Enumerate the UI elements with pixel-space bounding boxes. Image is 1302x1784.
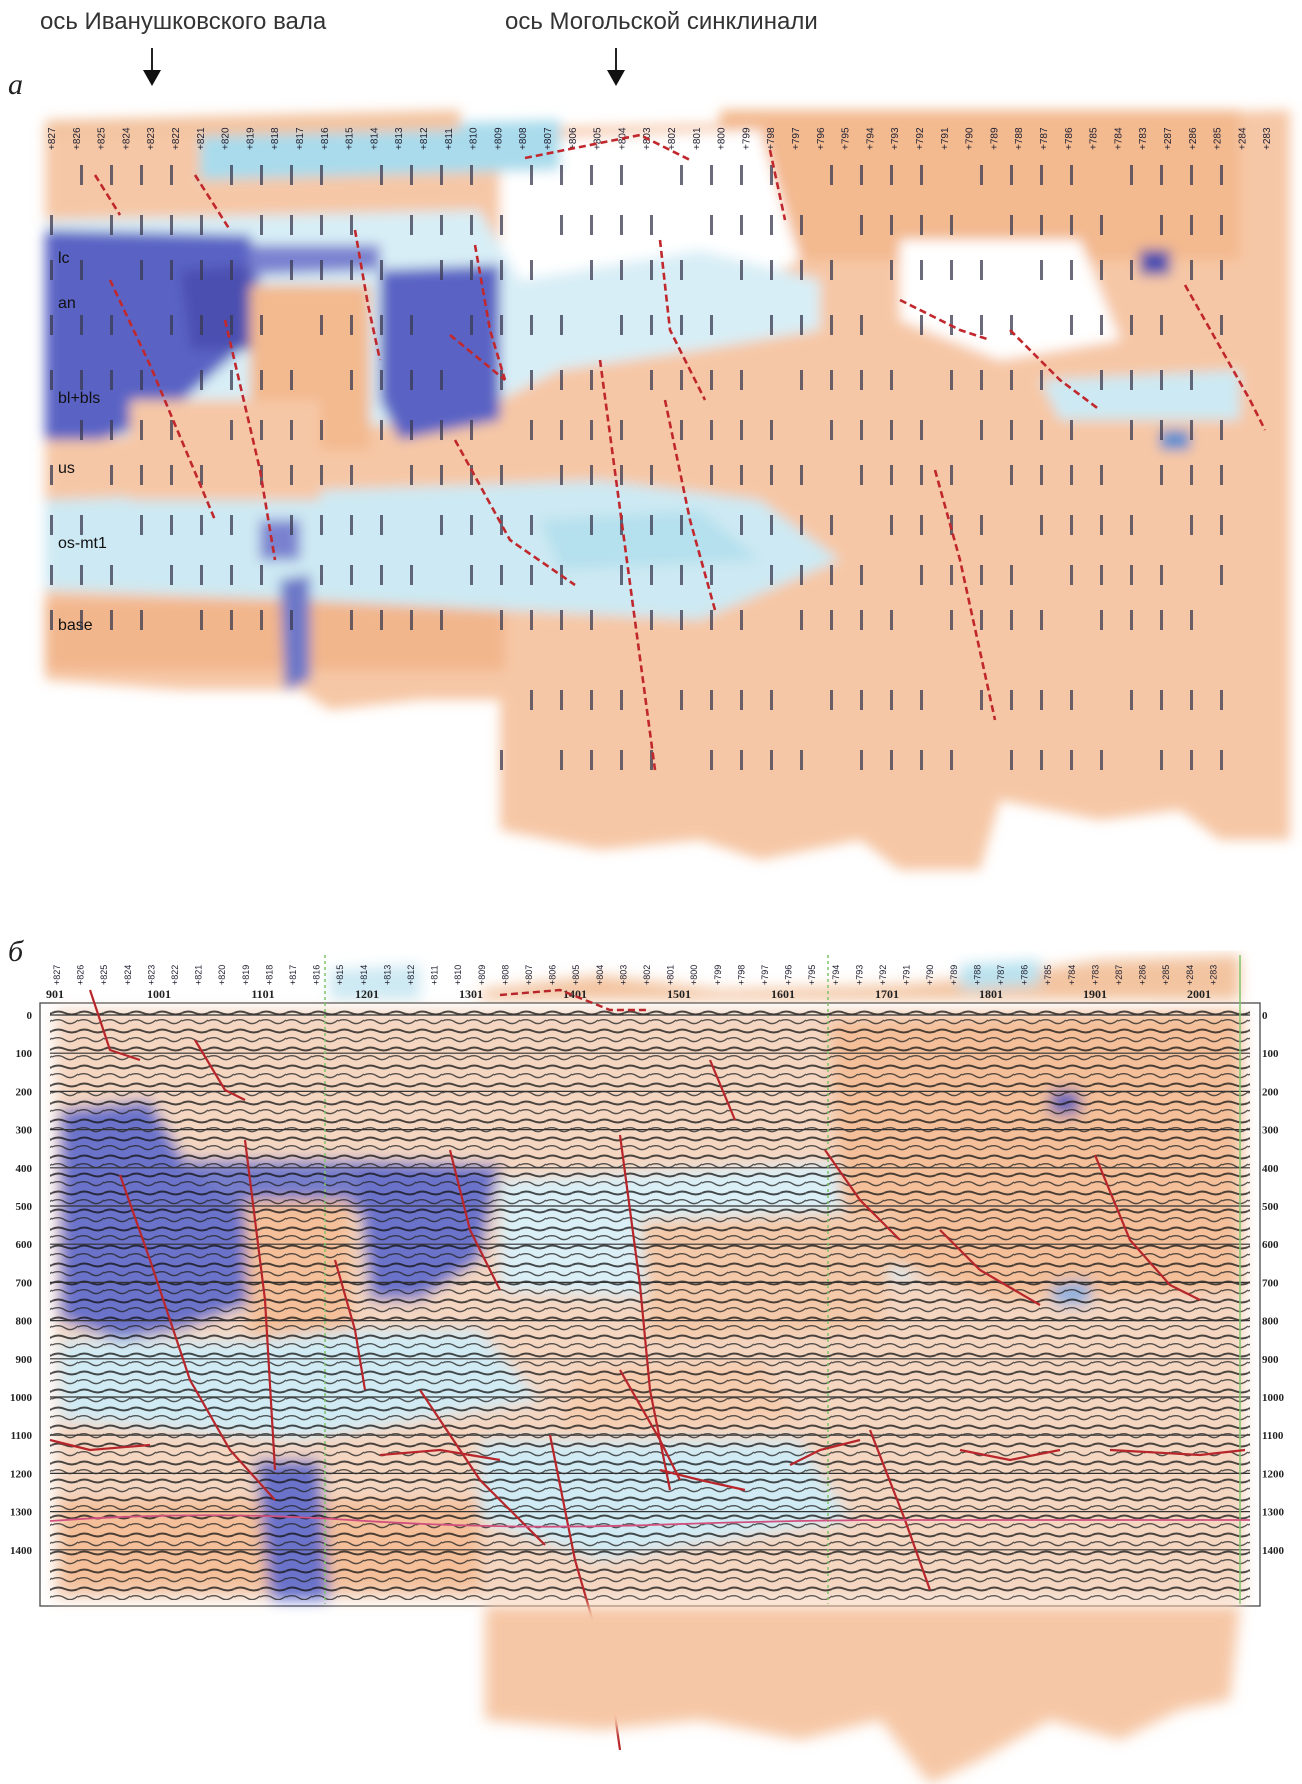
depth-label: 700 [16,1277,33,1289]
trace-label: 901 [46,987,64,1001]
depth-label: 400 [1262,1163,1279,1175]
depth-label: 600 [16,1239,33,1251]
trace-label: 1901 [1083,987,1107,1001]
depth-label: 0 [27,1010,33,1022]
depth-label: 1100 [11,1430,33,1442]
station-label: +787 [996,965,1006,985]
trace-label: 1101 [251,987,274,1001]
depth-label: 100 [1262,1048,1279,1060]
station-label: +285 [1161,965,1171,985]
station-label: +286 [1138,965,1148,985]
station-label: +814 [359,965,369,985]
depth-label: 1000 [1262,1392,1285,1404]
station-label: +827 [52,965,62,985]
station-label: +826 [76,965,86,985]
depth-label: 1200 [1262,1468,1285,1480]
trace-label: 1601 [771,987,795,1001]
station-label: +801 [666,965,676,985]
station-label: +811 [430,965,440,985]
station-label: +784 [1067,965,1077,985]
depth-label: 500 [1262,1201,1279,1213]
station-label: +819 [241,965,251,985]
station-label: +815 [335,965,345,985]
station-label: +824 [123,965,133,985]
station-label: +809 [477,965,487,985]
station-label: +788 [972,965,982,985]
depth-label: 400 [16,1163,33,1175]
station-label: +786 [1020,965,1030,985]
station-label: +793 [854,965,864,985]
depth-axis-right: 0 100 200 300 400 500 600 700 800 900 1000 1100 1200… [1262,1010,1285,1557]
station-label: +799 [713,965,723,985]
depth-label: 200 [1262,1086,1279,1098]
depth-label: 0 [1262,1010,1268,1022]
trace-label: 1201 [355,987,379,1001]
depth-axis-left: 0 100 200 300 400 500 600 700 800 900 1000 1100 1200… [10,1010,33,1557]
station-label: +816 [312,965,322,985]
station-label: +785 [1043,965,1053,985]
trace-label: 2001 [1187,987,1211,1001]
station-label: +797 [760,965,770,985]
station-label: +800 [689,965,699,985]
station-label: +790 [925,965,935,985]
station-label: +807 [524,965,534,985]
depth-label: 300 [16,1125,33,1137]
depth-label: 800 [1262,1316,1279,1328]
depth-label: 1100 [1262,1430,1284,1442]
depth-label: 1400 [10,1545,33,1557]
station-label: +821 [194,965,204,985]
station-label: +794 [831,965,841,985]
station-label: +804 [595,965,605,985]
station-label: +812 [406,965,416,985]
trace-label: 1401 [563,987,587,1001]
station-label: +789 [949,965,959,985]
trace-label: 1301 [459,987,483,1001]
station-label: +823 [146,965,156,985]
station-label: +806 [548,965,558,985]
depth-label: 200 [16,1086,33,1098]
station-label: +795 [807,965,817,985]
trace-label: 1701 [875,987,899,1001]
depth-label: 1300 [10,1507,33,1519]
depth-label: 600 [1262,1239,1279,1251]
station-label: +805 [571,965,581,985]
station-label: +802 [642,965,652,985]
station-label: +820 [217,965,227,985]
station-label: +810 [453,965,463,985]
depth-label: 900 [16,1354,33,1366]
depth-label: 900 [1262,1354,1279,1366]
station-label: +792 [878,965,888,985]
station-label: +783 [1090,965,1100,985]
depth-label: 800 [16,1316,33,1328]
trace-label: 1801 [979,987,1003,1001]
depth-label: 1400 [1262,1545,1285,1557]
trace-label: 1501 [667,987,691,1001]
depth-label: 1000 [10,1392,33,1404]
station-label: +818 [264,965,274,985]
depth-label: 300 [1262,1125,1279,1137]
depth-label: 500 [16,1201,33,1213]
station-label: +283 [1208,965,1218,985]
station-label: +287 [1114,965,1124,985]
depth-label: 700 [1262,1277,1279,1289]
depth-label: 100 [16,1048,33,1060]
station-label: +803 [618,965,628,985]
station-label: +817 [288,965,298,985]
station-label: +822 [170,965,180,985]
depth-label: 1200 [10,1468,33,1480]
station-label: +825 [99,965,109,985]
station-label: +808 [500,965,510,985]
station-label: +796 [784,965,794,985]
station-label: +798 [736,965,746,985]
station-label: +791 [902,965,912,985]
depth-label: 1300 [1262,1507,1285,1519]
station-label: +284 [1185,965,1195,985]
trace-label: 1001 [147,987,171,1001]
station-label: +813 [382,965,392,985]
